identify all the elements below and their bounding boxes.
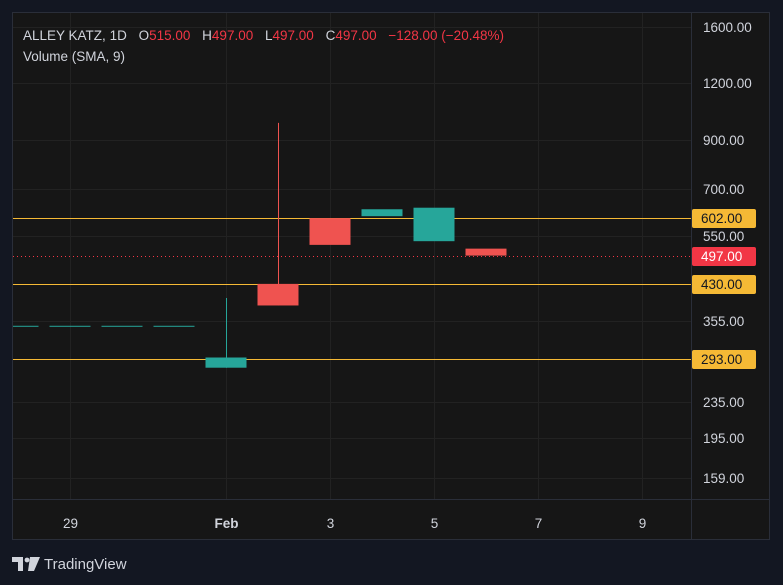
low-label: L [264, 28, 273, 43]
y-tick-label: 900.00 [703, 133, 744, 148]
volume-indicator-label[interactable]: Volume (SMA, 9) [23, 49, 126, 64]
chart-frame[interactable]: 1600.00 1200.00 900.00 700.00 550.00 355.00 23… [12, 12, 770, 540]
y-tick-label: 355.00 [703, 314, 744, 329]
level-price-tag-bg [692, 275, 756, 294]
y-tick-label: 159.00 [703, 471, 744, 486]
candle-body [205, 357, 247, 368]
candle-body [101, 325, 143, 327]
candle-body [413, 207, 455, 242]
ohlc-row: ALLEY KATZ, 1D O515.00 H497.00 L497.00 C… [23, 28, 504, 43]
level-price-tag: 602.00 [692, 209, 756, 228]
footer: TradingView [12, 553, 127, 575]
y-tick-label: 1200.00 [703, 76, 752, 91]
level-price-tag-text: 602.00 [701, 211, 742, 226]
high-label: H [202, 28, 212, 43]
close-value: 497.00 [335, 28, 377, 43]
open-label: O [138, 28, 150, 43]
brand-name[interactable]: TradingView [44, 555, 127, 573]
chart-canvas[interactable]: 1600.00 1200.00 900.00 700.00 550.00 355.00 23… [13, 13, 770, 540]
candle-body [309, 218, 351, 245]
candle [13, 325, 39, 327]
candle-body [361, 209, 403, 217]
level-price-tag: 293.00 [692, 350, 756, 369]
close-label: C [325, 28, 336, 43]
candle [49, 325, 91, 327]
level-price-tag-text: 293.00 [701, 352, 742, 367]
candle-body [49, 325, 91, 327]
x-tick-label: Feb [214, 516, 238, 531]
candle-body [153, 325, 195, 327]
symbol-name[interactable]: ALLEY KATZ [23, 28, 103, 43]
last-price-tag-bg [692, 247, 756, 266]
candle [465, 248, 507, 256]
candle [309, 218, 351, 245]
y-tick-label: 550.00 [703, 229, 744, 244]
x-tick-label: 5 [431, 516, 439, 531]
low-value: 497.00 [272, 28, 314, 43]
candle [413, 207, 455, 242]
candle [205, 298, 247, 368]
x-tick-label: 9 [639, 516, 647, 531]
y-tick-label: 195.00 [703, 431, 744, 446]
y-tick-label: 700.00 [703, 182, 744, 197]
x-tick-label: 3 [327, 516, 335, 531]
level-price-tag-text: 430.00 [701, 277, 742, 292]
tradingview-logo-icon[interactable] [12, 557, 40, 571]
high-value: 497.00 [211, 28, 254, 43]
candle-body [465, 248, 507, 256]
candle [257, 122, 299, 306]
change-value: −128.00 (−20.48%) [388, 28, 504, 43]
chart-legend: ALLEY KATZ, 1D O515.00 H497.00 L497.00 C… [23, 25, 504, 67]
candle-body [13, 325, 39, 327]
level-price-tag: 430.00 [692, 275, 756, 294]
open-value: 515.00 [149, 28, 191, 43]
last-price-tag: 497.00 [692, 247, 756, 266]
candles [13, 122, 507, 368]
level-price-tag-bg [692, 350, 756, 369]
candle [101, 325, 143, 327]
candle [153, 325, 195, 327]
interval[interactable]: 1D [109, 28, 127, 43]
level-price-tag-bg [692, 209, 756, 228]
candle-body [257, 283, 299, 306]
axes: 1600.00 1200.00 900.00 700.00 550.00 355.00 23… [13, 13, 769, 539]
level-lines [13, 218, 691, 360]
y-tick-label: 235.00 [703, 395, 744, 410]
candle [361, 209, 403, 217]
x-tick-label: 7 [535, 516, 543, 531]
x-tick-label: 29 [63, 516, 78, 531]
price-tags: 602.00 430.00 293.00 497.00 [692, 209, 756, 369]
y-tick-label: 1600.00 [703, 20, 752, 35]
last-price-tag-text: 497.00 [701, 249, 742, 264]
